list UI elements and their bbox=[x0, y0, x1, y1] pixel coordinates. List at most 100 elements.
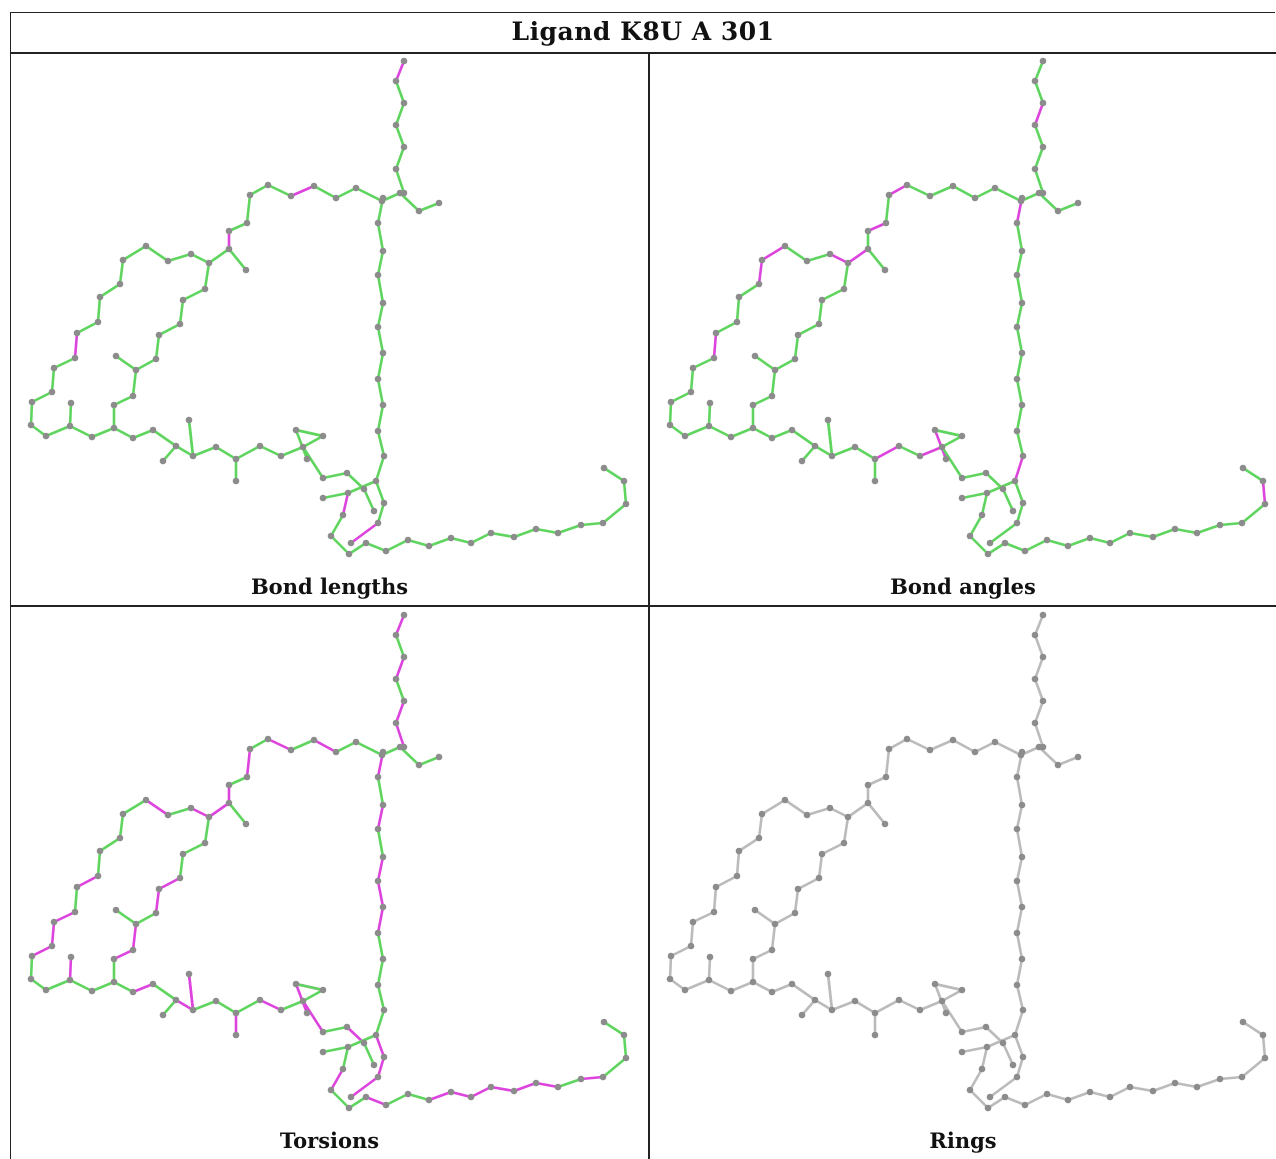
bond bbox=[940, 445, 964, 480]
atom bbox=[415, 207, 423, 215]
bond bbox=[1015, 827, 1024, 859]
atom bbox=[1018, 247, 1026, 255]
table-frame bbox=[10, 12, 1275, 1159]
bond bbox=[1240, 1056, 1267, 1079]
atom bbox=[179, 296, 187, 304]
atom bbox=[319, 432, 327, 440]
atom bbox=[958, 986, 966, 994]
bond bbox=[800, 444, 817, 463]
atom bbox=[129, 946, 137, 954]
bond bbox=[751, 426, 774, 440]
bond bbox=[245, 193, 252, 225]
bond bbox=[469, 531, 493, 545]
bond bbox=[301, 988, 325, 1003]
bond bbox=[187, 972, 195, 1012]
bond bbox=[98, 836, 122, 853]
atom bbox=[164, 811, 172, 819]
atom bbox=[803, 257, 811, 265]
bond bbox=[933, 982, 964, 992]
atom bbox=[949, 736, 957, 744]
atom bbox=[811, 996, 819, 1004]
bond bbox=[181, 287, 207, 302]
atom bbox=[895, 442, 903, 450]
bond bbox=[826, 972, 834, 1012]
atom bbox=[382, 547, 390, 555]
bond bbox=[131, 368, 138, 398]
atom bbox=[1018, 299, 1026, 307]
bond bbox=[1033, 101, 1045, 127]
bond bbox=[800, 998, 817, 1017]
atom bbox=[983, 489, 991, 497]
atom bbox=[319, 474, 327, 482]
atom bbox=[380, 1053, 388, 1061]
bond bbox=[1033, 123, 1045, 149]
atom bbox=[1031, 675, 1039, 683]
atom bbox=[142, 796, 150, 804]
atom bbox=[487, 1083, 495, 1091]
atom bbox=[949, 182, 957, 190]
atom bbox=[733, 318, 741, 326]
bond bbox=[279, 999, 305, 1012]
atom bbox=[958, 1048, 966, 1056]
bond bbox=[669, 944, 693, 958]
bond bbox=[805, 806, 832, 817]
bond bbox=[853, 999, 877, 1015]
bond bbox=[384, 538, 410, 553]
bond bbox=[968, 513, 984, 538]
bond bbox=[884, 747, 891, 779]
atom bbox=[926, 746, 934, 754]
bond bbox=[1015, 803, 1024, 831]
bond bbox=[376, 501, 386, 525]
bond bbox=[820, 841, 846, 856]
bond bbox=[30, 944, 54, 958]
atom bbox=[532, 1079, 540, 1087]
atom bbox=[826, 804, 834, 812]
atom bbox=[119, 256, 127, 264]
bond bbox=[1033, 699, 1045, 725]
bond bbox=[376, 827, 385, 859]
bond bbox=[1013, 479, 1025, 505]
bond bbox=[973, 740, 997, 754]
atom bbox=[881, 266, 889, 274]
bond bbox=[793, 887, 800, 915]
atom bbox=[292, 426, 300, 434]
bond bbox=[376, 325, 385, 355]
bond bbox=[29, 954, 34, 981]
bond bbox=[376, 249, 385, 277]
atom bbox=[758, 256, 766, 264]
title-divider bbox=[10, 52, 1276, 54]
bond bbox=[427, 536, 453, 548]
bond bbox=[1015, 775, 1024, 807]
atom bbox=[840, 839, 848, 847]
bond bbox=[846, 801, 870, 819]
bond bbox=[918, 999, 944, 1012]
atom bbox=[232, 1031, 240, 1039]
atom bbox=[971, 194, 979, 202]
atom bbox=[352, 738, 360, 746]
atom bbox=[1031, 165, 1039, 173]
atom bbox=[400, 143, 408, 151]
atom bbox=[871, 1009, 879, 1017]
atom bbox=[332, 748, 340, 756]
bond bbox=[760, 798, 787, 816]
bond bbox=[1088, 1090, 1112, 1099]
atom bbox=[256, 996, 264, 1004]
atom bbox=[28, 952, 36, 960]
atom bbox=[400, 697, 408, 705]
atom bbox=[1031, 77, 1039, 85]
atom bbox=[600, 464, 608, 472]
bond bbox=[376, 301, 385, 329]
bond bbox=[227, 247, 248, 272]
bond bbox=[534, 1081, 560, 1089]
atom bbox=[931, 426, 939, 434]
bond bbox=[321, 471, 349, 480]
atom bbox=[681, 432, 689, 440]
atom bbox=[187, 804, 195, 812]
bond bbox=[1066, 536, 1092, 548]
atom bbox=[771, 366, 779, 374]
atom bbox=[415, 761, 423, 769]
bond bbox=[1045, 538, 1070, 548]
bond bbox=[897, 444, 922, 458]
bond bbox=[394, 167, 406, 195]
bond bbox=[289, 738, 316, 752]
